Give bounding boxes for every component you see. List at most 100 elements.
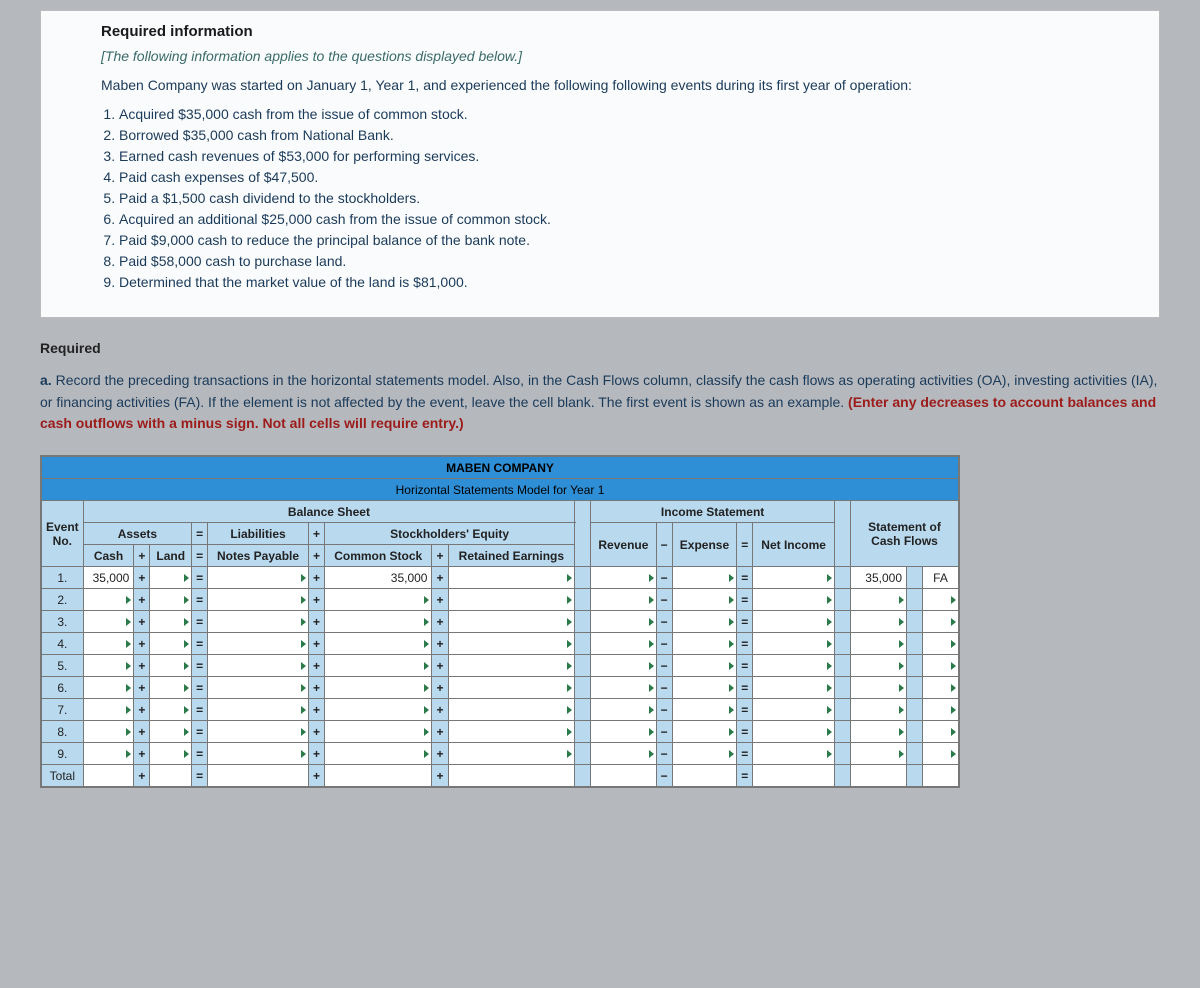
cell-cash[interactable]: 35,000 (83, 567, 134, 589)
cell-retained-earnings[interactable] (448, 589, 575, 611)
cell-notes-payable[interactable] (208, 677, 309, 699)
cell-common-stock[interactable] (324, 699, 432, 721)
cell-revenue[interactable] (591, 743, 656, 765)
cell-common-stock[interactable] (324, 611, 432, 633)
cell-notes-payable[interactable] (208, 743, 309, 765)
op-equals: = (737, 523, 753, 567)
cell-cf-type[interactable]: FA (923, 567, 959, 589)
cell-notes-payable[interactable] (208, 589, 309, 611)
cell-retained-earnings[interactable] (448, 655, 575, 677)
cell-notes-payable[interactable] (208, 655, 309, 677)
cell-net-income[interactable] (753, 633, 835, 655)
cell-notes-payable[interactable] (208, 611, 309, 633)
cell-notes-payable[interactable] (208, 567, 309, 589)
cell-retained-earnings[interactable] (448, 633, 575, 655)
cell-expense[interactable] (672, 721, 737, 743)
cell-land[interactable] (150, 589, 192, 611)
cell-net-income[interactable] (753, 743, 835, 765)
cell-common-stock (324, 765, 432, 787)
cell-revenue[interactable] (591, 699, 656, 721)
cell-cf-amount[interactable] (851, 699, 907, 721)
cell-common-stock[interactable] (324, 589, 432, 611)
cell-cf-type[interactable] (923, 589, 959, 611)
table-row: 7. + = + + − = (42, 699, 959, 721)
cell-cf-amount[interactable] (851, 611, 907, 633)
header-cash-flows: Statement of Cash Flows (851, 501, 959, 567)
cell-expense[interactable] (672, 567, 737, 589)
cell-land[interactable] (150, 743, 192, 765)
cell-notes-payable[interactable] (208, 699, 309, 721)
cell-notes-payable[interactable] (208, 633, 309, 655)
cell-expense[interactable] (672, 633, 737, 655)
cell-revenue[interactable] (591, 567, 656, 589)
cell-cf-type[interactable] (923, 721, 959, 743)
cell-expense[interactable] (672, 589, 737, 611)
cell-cf-type[interactable] (923, 743, 959, 765)
cell-land[interactable] (150, 677, 192, 699)
op-plus: + (308, 677, 324, 699)
table-row: 9. + = + + − = (42, 743, 959, 765)
cell-net-income[interactable] (753, 567, 835, 589)
cell-common-stock[interactable]: 35,000 (324, 567, 432, 589)
cell-retained-earnings[interactable] (448, 677, 575, 699)
cell-cf-amount[interactable]: 35,000 (851, 567, 907, 589)
cell-net-income[interactable] (753, 721, 835, 743)
cell-revenue[interactable] (591, 655, 656, 677)
cell-cash[interactable] (83, 611, 134, 633)
cell-cash[interactable] (83, 699, 134, 721)
cell-land[interactable] (150, 699, 192, 721)
cell-cf-amount[interactable] (851, 743, 907, 765)
cell-retained-earnings[interactable] (448, 699, 575, 721)
cell-expense[interactable] (672, 655, 737, 677)
cell-cash[interactable] (83, 721, 134, 743)
cell-revenue[interactable] (591, 721, 656, 743)
cell-cash[interactable] (83, 633, 134, 655)
cell-land[interactable] (150, 655, 192, 677)
cell-cf-amount[interactable] (851, 633, 907, 655)
cell-cash[interactable] (83, 677, 134, 699)
cell-expense[interactable] (672, 677, 737, 699)
cell-land[interactable] (150, 633, 192, 655)
cell-retained-earnings[interactable] (448, 611, 575, 633)
cell-cf-amount[interactable] (851, 589, 907, 611)
cell-revenue[interactable] (591, 677, 656, 699)
cell-cf-amount[interactable] (851, 655, 907, 677)
cell-revenue[interactable] (591, 589, 656, 611)
cell-cf-type[interactable] (923, 633, 959, 655)
cell-expense[interactable] (672, 611, 737, 633)
cell-net-income[interactable] (753, 677, 835, 699)
cell-revenue[interactable] (591, 611, 656, 633)
cell-expense[interactable] (672, 743, 737, 765)
cell-expense[interactable] (672, 699, 737, 721)
cell-cf-amount[interactable] (851, 721, 907, 743)
header-net-income: Net Income (753, 523, 835, 567)
cell-land[interactable] (150, 567, 192, 589)
cell-retained-earnings[interactable] (448, 743, 575, 765)
cell-cf-type[interactable] (923, 677, 959, 699)
cell-cf-type[interactable] (923, 699, 959, 721)
cell-revenue[interactable] (591, 633, 656, 655)
cell-common-stock[interactable] (324, 721, 432, 743)
cell-net-income[interactable] (753, 589, 835, 611)
cell-notes-payable[interactable] (208, 721, 309, 743)
cell-cf-amount[interactable] (851, 677, 907, 699)
header-balance-sheet: Balance Sheet (83, 501, 575, 523)
cell-net-income[interactable] (753, 699, 835, 721)
cell-net-income[interactable] (753, 611, 835, 633)
cell-cash[interactable] (83, 743, 134, 765)
cell-cf-type[interactable] (923, 655, 959, 677)
cell-land[interactable] (150, 611, 192, 633)
cell-retained-earnings[interactable] (448, 567, 575, 589)
cell-common-stock[interactable] (324, 633, 432, 655)
cell-cash[interactable] (83, 655, 134, 677)
cell-common-stock[interactable] (324, 655, 432, 677)
cell-cf-type[interactable] (923, 611, 959, 633)
op-blank (835, 721, 851, 743)
cell-common-stock[interactable] (324, 677, 432, 699)
cell-net-income[interactable] (753, 655, 835, 677)
cell-cash[interactable] (83, 589, 134, 611)
cell-land[interactable] (150, 721, 192, 743)
op-blank (575, 567, 591, 589)
cell-retained-earnings[interactable] (448, 721, 575, 743)
cell-common-stock[interactable] (324, 743, 432, 765)
